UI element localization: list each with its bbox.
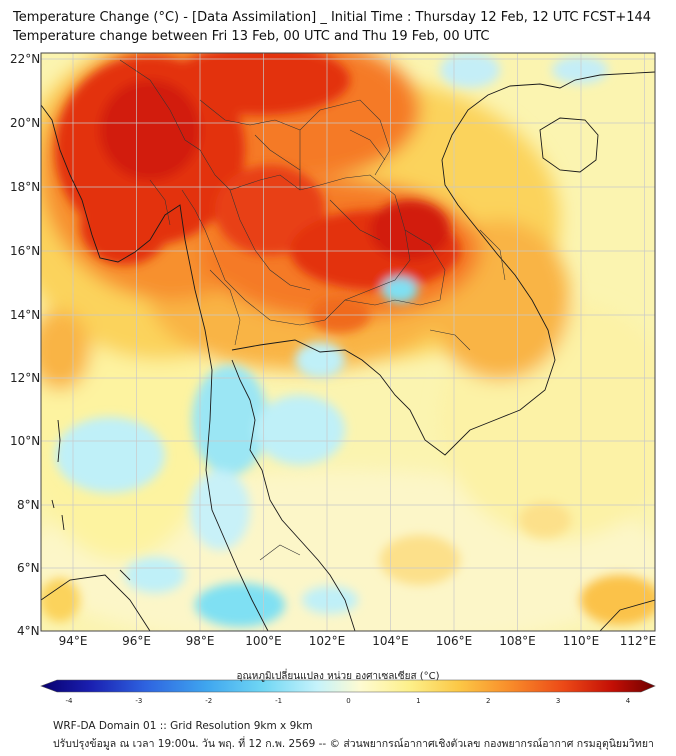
map-frame	[40, 52, 656, 632]
colorbar-tick-label: 4	[626, 697, 631, 705]
lat-label-14n: 14°N	[10, 308, 40, 322]
lon-label-102e: 102°E	[309, 634, 346, 648]
lon-label-98e: 98°E	[186, 634, 215, 648]
lat-label-10n: 10°N	[10, 434, 40, 448]
colorbar-tick-label: -3	[135, 697, 142, 705]
lat-label-18n: 18°N	[10, 180, 40, 194]
update-credit: ปรับปรุงข้อมูล ณ เวลา 19:00น. วัน พฤ. ที…	[53, 738, 654, 750]
lat-label-8n: 8°N	[17, 498, 40, 512]
lat-label-4n: 4°N	[17, 624, 40, 638]
colorbar-tick-label: 1	[416, 697, 420, 705]
colorbar-tick-label: -4	[66, 697, 74, 705]
lat-label-20n: 20°N	[10, 116, 40, 130]
lon-label-96e: 96°E	[122, 634, 151, 648]
lat-label-12n: 12°N	[10, 371, 40, 385]
colorbar-label: อุณหภูมิเปลี่ยนแปลง หน่วย องศาเซลเซียส (…	[236, 671, 440, 682]
lon-label-100e: 100°E	[245, 634, 282, 648]
lon-label-112e: 112°E	[620, 634, 657, 648]
map-title: Temperature Change (°C) - [Data Assimila…	[13, 10, 652, 25]
map-subtitle: Temperature change between Fri 13 Feb, 0…	[13, 29, 490, 44]
colorbar: -4 -3 -2 -1 0 1 2 3 4	[40, 679, 656, 705]
lon-label-106e: 106°E	[436, 634, 473, 648]
colorbar-tick-label: 0	[346, 697, 350, 705]
coastlines	[41, 71, 655, 631]
lon-label-110e: 110°E	[563, 634, 600, 648]
lat-label-22n: 22°N	[10, 52, 40, 66]
colorbar-tick-label: -1	[275, 697, 282, 705]
graticule	[41, 53, 655, 631]
borders	[119, 59, 506, 561]
lat-label-16n: 16°N	[10, 244, 40, 258]
lon-label-104e: 104°E	[372, 634, 409, 648]
temperature-field	[41, 53, 655, 631]
colorbar-tick-label: 2	[486, 697, 490, 705]
lon-label-108e: 108°E	[499, 634, 536, 648]
lat-label-6n: 6°N	[17, 561, 40, 575]
colorbar-tick-label: 3	[556, 697, 560, 705]
colorbar-ticks: -4 -3 -2 -1 0 1 2 3 4	[66, 697, 631, 705]
colorbar-tick-label: -2	[205, 697, 212, 705]
lon-label-94e: 94°E	[59, 634, 88, 648]
model-info: WRF-DA Domain 01 :: Grid Resolution 9km …	[53, 720, 313, 732]
